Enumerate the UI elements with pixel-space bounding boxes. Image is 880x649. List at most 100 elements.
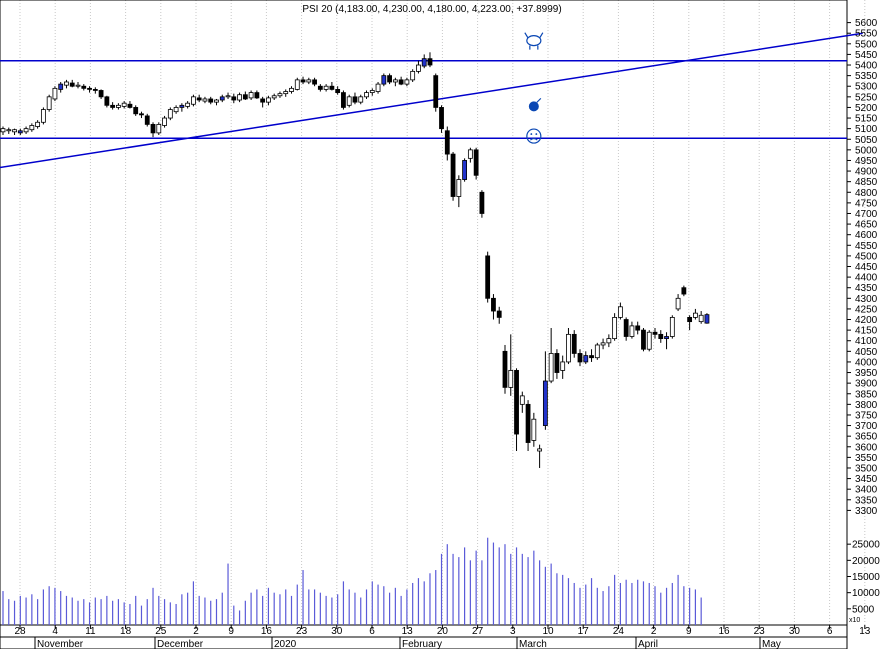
month-label: November [37,639,84,649]
candle-body [237,94,242,101]
candle-body [167,109,173,119]
candle-body [98,90,104,98]
candle-body [623,319,629,337]
candle-body [698,314,704,323]
x-tick-label: 11 [85,626,96,637]
candle-body [173,107,179,113]
volume-tick-label: 15000 [852,572,880,583]
sad-face-icon [526,128,542,144]
volume-unit-label: x10 [849,617,860,624]
candle-body [433,75,439,108]
candle-body [537,448,543,452]
candle-body [81,85,87,89]
price-tick-label: 5000 [855,145,878,156]
price-tick-label: 4500 [855,251,878,262]
candle-body [485,255,491,299]
volume-tick-label: 20000 [852,556,880,567]
price-tick-label: 4300 [855,294,878,305]
candle-body [675,297,681,310]
candle-body [519,395,525,405]
chart-title: PSI 20 (4,183.00, 4,230.00, 4,180.00, 4,… [302,4,561,15]
candle-body [491,297,496,312]
candle-body [444,130,450,155]
candle-body [179,104,185,108]
candle-body [352,96,358,103]
candle-body [548,353,554,382]
candle-body [496,310,502,318]
price-tick-label: 5300 [855,82,878,93]
x-tick-label: 13 [402,626,414,637]
candle-body [294,79,300,90]
price-tick-label: 4000 [855,357,878,368]
price-tick-label: 5200 [855,103,878,114]
x-tick-label: 23 [754,626,766,637]
candle-body [139,113,144,116]
price-tick-label: 3350 [855,495,878,506]
bomb-icon [528,97,542,112]
candle-body [87,87,92,90]
price-tick-label: 4800 [855,188,878,199]
x-tick-label: 6 [827,626,833,637]
candle-body [306,79,312,83]
x-tick-label: 27 [472,626,484,637]
x-tick-label: 10 [542,626,554,637]
month-label: April [638,639,658,649]
candle-body [693,312,698,318]
volume-axis: 25000 20000 15000 10000 5000 [847,540,880,615]
candle-body [381,75,387,85]
price-tick-label: 5250 [855,92,878,103]
candle-body [508,370,514,388]
candle-body [116,104,121,108]
price-tick-label: 4400 [855,273,878,284]
price-tick-label: 5600 [855,18,878,29]
price-tick-label: 3550 [855,453,878,464]
candle-body [467,149,473,159]
price-tick-label: 4950 [855,156,878,167]
x-tick-label: 25 [155,626,167,637]
candle-body [0,128,6,133]
candle-body [456,179,462,197]
month-label: February [402,639,442,649]
candle-body [641,329,646,350]
candle-body [571,333,577,354]
candle-body [594,344,600,359]
price-tick-label: 4200 [855,315,878,326]
candle-body [219,96,225,101]
candle-body [612,316,618,340]
x-tick-label: 18 [120,626,132,637]
volume-tick-label: 10000 [852,588,880,599]
price-tick-label: 5100 [855,124,878,135]
plot-frame [0,0,848,649]
candle-body [566,333,571,363]
volume-tick-label: 5000 [852,604,875,615]
candle-body [531,418,537,441]
candle-body [6,129,12,132]
candle-body [277,93,283,97]
candle-body [58,83,64,90]
candle-body [617,306,623,318]
candle-body [687,316,693,323]
x-tick-label: 9 [686,626,692,637]
trendline [0,32,863,169]
candle-body [35,121,41,127]
x-tick-label: 2 [651,626,657,637]
candle-body [121,102,127,107]
candle-body [283,91,289,95]
candle-body [156,124,162,134]
price-tick-label: 5350 [855,71,878,82]
x-tick-label: 28 [14,626,26,637]
candle-body [242,94,248,100]
candle-body [214,99,219,103]
candle-body [346,96,352,106]
price-tick-label: 3800 [855,400,878,411]
candle-body [664,336,669,340]
candle-body [606,338,612,344]
x-tick-label: 24 [613,626,625,637]
candle-body [629,325,635,337]
candle-body [323,85,329,90]
candle-body [358,96,364,103]
month-label: December [157,639,204,649]
candle-body [150,124,156,134]
candle-body [658,333,664,340]
